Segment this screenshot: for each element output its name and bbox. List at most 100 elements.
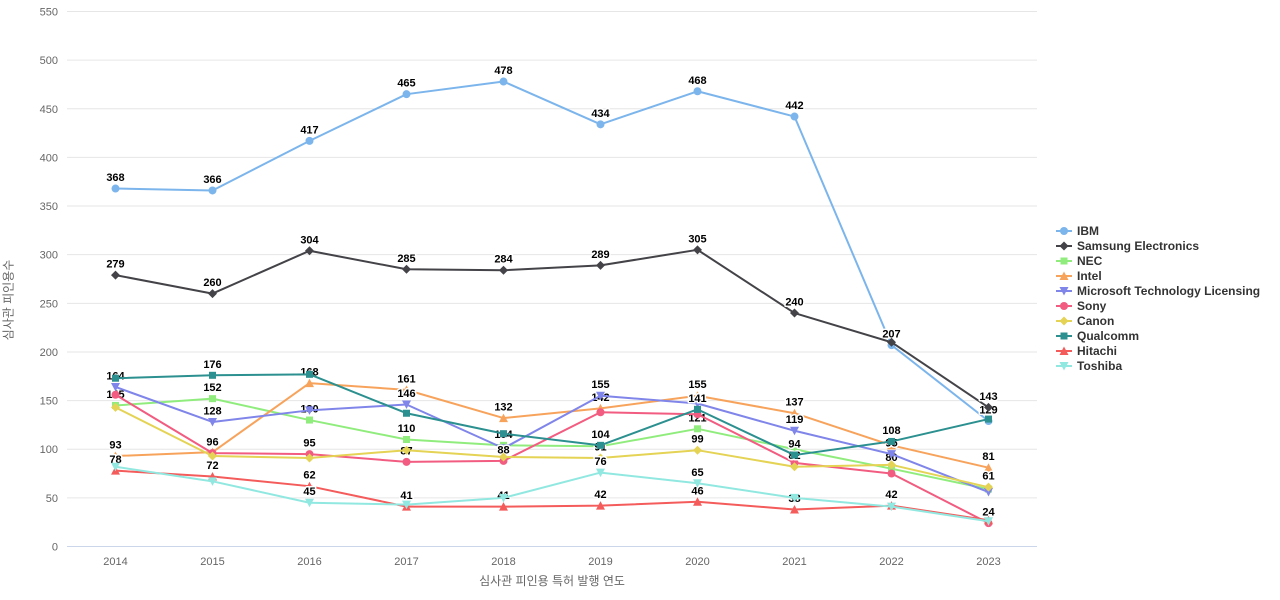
x-tick-label: 2016 <box>297 556 321 568</box>
legend-symbol-ibm <box>1060 226 1068 235</box>
point-canon-2023 <box>984 482 993 492</box>
legend-item-microsoft-technology-licensing[interactable]: Microsoft Technology Licensing <box>1056 283 1260 298</box>
data-label-hitachi-2022: 42 <box>885 489 897 501</box>
point-canon-2014 <box>111 402 120 412</box>
legend-item-toshiba[interactable]: Toshiba <box>1056 358 1260 373</box>
point-microsoft-technology-licensing-2017 <box>402 400 411 409</box>
data-label-qualcomm-2019: 104 <box>591 429 610 441</box>
data-label-microsoft-technology-licensing-2021: 119 <box>786 414 804 426</box>
legend-item-ibm[interactable]: IBM <box>1056 223 1260 238</box>
point-hitachi-2018 <box>499 502 508 511</box>
point-nec-2017 <box>403 436 410 443</box>
point-ibm-2019 <box>596 120 605 129</box>
point-canon-2015 <box>208 451 217 461</box>
data-label-samsung-electronics-2015: 260 <box>203 277 221 289</box>
series-line-intel <box>114 382 990 469</box>
point-intel-2021 <box>790 408 799 418</box>
data-label-intel-2018: 132 <box>494 402 512 414</box>
legend-label-qualcomm: Qualcomm <box>1077 328 1140 343</box>
legend-marker-samsung-electronics <box>1056 241 1072 250</box>
point-intel-2022 <box>887 440 896 450</box>
data-label-ibm-2016: 417 <box>300 124 318 136</box>
series-line-nec <box>114 397 990 491</box>
point-intel-2020 <box>693 391 702 400</box>
x-tick-label: 2020 <box>685 556 709 568</box>
point-hitachi-2019 <box>596 501 605 510</box>
legend-item-samsung-electronics[interactable]: Samsung Electronics <box>1056 238 1260 253</box>
point-nec-2016 <box>306 416 313 424</box>
y-tick-label: 350 <box>40 201 58 213</box>
legend-item-intel[interactable]: Intel <box>1056 268 1260 283</box>
y-tick-label: 400 <box>40 152 58 164</box>
data-label-qualcomm-2022: 108 <box>882 425 900 437</box>
legend-symbol-toshiba <box>1059 361 1069 370</box>
data-label-intel-2020: 155 <box>688 379 706 391</box>
point-nec-2020 <box>694 425 701 433</box>
data-label-hitachi-2017: 41 <box>400 490 412 502</box>
data-label-qualcomm-2021: 94 <box>788 439 801 451</box>
legend-item-sony[interactable]: Sony <box>1056 298 1260 313</box>
series-samsung-electronics: 279 260 304 285 284 289 305 240 143 <box>105 232 999 412</box>
point-toshiba-2022 <box>887 502 896 512</box>
point-intel-2016 <box>305 378 314 388</box>
data-label-nec-2015: 152 <box>203 382 221 394</box>
series-microsoft-technology-licensing: 16412814615511995 <box>105 369 993 497</box>
legend-label-canon: Canon <box>1077 313 1115 328</box>
data-label-toshiba-2020: 65 <box>691 467 703 479</box>
point-microsoft-technology-licensing-2020 <box>693 399 702 409</box>
series-hitachi: 787262414142463842 <box>108 453 993 525</box>
data-label-toshiba-2019: 76 <box>594 456 606 468</box>
legend-item-nec[interactable]: NEC <box>1056 253 1260 268</box>
point-toshiba-2017 <box>402 500 411 510</box>
point-qualcomm-2022 <box>888 437 895 445</box>
y-axis-labels: 0 50 100 150 200 250 300 350 400 450 500 550 <box>40 7 58 554</box>
data-label-microsoft-technology-licensing-2017: 146 <box>397 388 415 400</box>
legend-item-hitachi[interactable]: Hitachi <box>1056 343 1260 358</box>
series-ibm: 368366417465478434468442207129 <box>105 64 999 426</box>
data-label-samsung-electronics-2020: 305 <box>688 233 706 245</box>
data-label-samsung-electronics-2014: 279 <box>106 259 124 271</box>
point-samsung-electronics-2021 <box>790 308 799 318</box>
legend-item-qualcomm[interactable]: Qualcomm <box>1056 328 1260 343</box>
legend-label-nec: NEC <box>1077 253 1103 268</box>
point-samsung-electronics-2017 <box>402 264 411 274</box>
data-label-ibm-2017: 465 <box>397 78 415 90</box>
point-samsung-electronics-2014 <box>111 270 120 280</box>
series-line-samsung-electronics <box>114 248 990 409</box>
y-tick-label: 300 <box>40 250 58 262</box>
y-axis-title: 심사관 피인용수 <box>1 259 16 341</box>
legend-label-hitachi: Hitachi <box>1077 343 1118 358</box>
data-label-samsung-electronics-2018: 284 <box>494 254 513 266</box>
data-label-canon-2023: 61 <box>982 471 994 483</box>
y-tick-label: 100 <box>40 444 58 456</box>
legend-label-samsung-electronics: Samsung Electronics <box>1077 238 1200 253</box>
legend-marker-hitachi <box>1056 346 1072 355</box>
legend-symbol-microsoft-technology-licensing <box>1059 286 1069 295</box>
x-tick-label: 2019 <box>588 556 612 568</box>
point-hitachi-2016 <box>305 481 314 491</box>
data-label-intel-2021: 137 <box>785 397 803 409</box>
point-qualcomm-2014 <box>112 374 119 382</box>
point-samsung-electronics-2023 <box>984 402 993 412</box>
legend-label-microsoft-technology-licensing: Microsoft Technology Licensing <box>1077 283 1261 298</box>
point-intel-2023 <box>984 463 993 472</box>
data-label-toshiba-2016: 45 <box>303 486 315 498</box>
series-intel: 9316816113214215513781 <box>108 365 996 472</box>
legend-symbol-samsung-electronics <box>1059 241 1069 250</box>
series-line-hitachi <box>114 469 990 522</box>
y-tick-label: 500 <box>40 55 58 67</box>
point-canon-2022 <box>887 460 896 470</box>
x-tick-label: 2014 <box>103 556 127 568</box>
point-toshiba-2021 <box>790 493 799 503</box>
data-label-sony-2016: 95 <box>303 438 315 450</box>
legend-item-canon[interactable]: Canon <box>1056 313 1260 328</box>
point-ibm-2020 <box>693 87 702 96</box>
point-microsoft-technology-licensing-2016 <box>305 406 314 415</box>
data-label-canon-2020: 99 <box>691 434 703 446</box>
point-intel-2018 <box>499 413 508 423</box>
data-label-ibm-2022: 207 <box>882 329 900 341</box>
data-label-sony-2018: 88 <box>497 444 509 456</box>
point-qualcomm-2019 <box>597 441 604 449</box>
legend-symbol-nec <box>1060 257 1068 264</box>
